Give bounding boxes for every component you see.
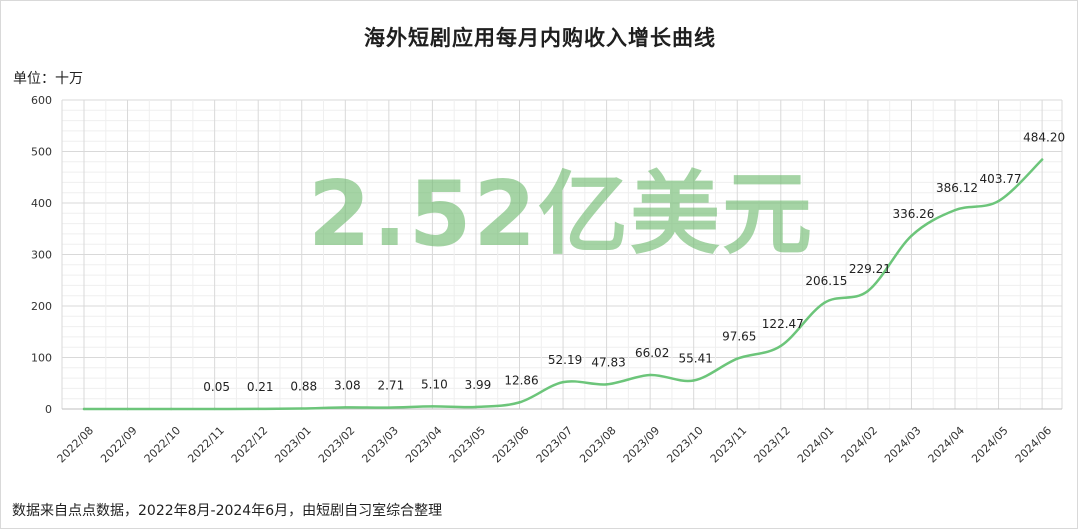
data-point	[344, 406, 347, 409]
data-label: 47.83	[591, 355, 625, 369]
x-tick-label: 2023/03	[359, 424, 401, 466]
data-point	[648, 373, 652, 377]
x-tick-label: 2024/06	[1013, 424, 1055, 466]
data-point	[387, 406, 391, 409]
data-point	[126, 407, 129, 411]
data-point	[605, 383, 608, 386]
y-tick-label: 500	[31, 146, 52, 159]
y-tick-label: 0	[45, 403, 52, 416]
x-tick-label: 2024/02	[839, 424, 881, 466]
x-tick-label: 2023/07	[534, 424, 576, 466]
data-point	[953, 208, 957, 212]
x-tick-label: 2024/04	[926, 424, 968, 466]
x-tick-label: 2023/11	[708, 424, 750, 466]
x-tick-label: 2022/11	[185, 424, 227, 466]
x-tick-label: 2024/03	[882, 424, 924, 466]
x-tick-label: 2023/06	[490, 424, 532, 466]
data-label: 0.21	[247, 380, 274, 394]
data-label: 336.26	[892, 207, 934, 221]
x-tick-label: 2022/10	[142, 424, 184, 466]
data-label: 484.20	[1023, 131, 1065, 145]
data-point	[997, 199, 1000, 203]
data-point	[866, 289, 870, 293]
x-tick-label: 2023/09	[621, 424, 663, 466]
x-tick-label: 2022/12	[229, 424, 271, 466]
x-tick-label: 2023/01	[272, 424, 314, 466]
data-point	[692, 379, 695, 382]
x-tick-label: 2022/09	[98, 424, 140, 466]
data-label: 403.77	[980, 172, 1022, 186]
data-point	[779, 344, 782, 348]
y-tick-label: 600	[31, 94, 52, 107]
data-point	[169, 407, 173, 411]
x-tick-label: 2023/10	[664, 424, 706, 466]
data-point	[736, 357, 739, 360]
data-label: 3.99	[465, 378, 492, 392]
data-point	[257, 407, 260, 411]
data-label: 66.02	[635, 346, 669, 360]
data-label: 5.10	[421, 377, 448, 391]
x-tick-label: 2024/01	[795, 424, 837, 466]
data-label: 12.86	[504, 373, 538, 387]
data-point	[474, 405, 478, 409]
x-tick-label: 2023/04	[403, 424, 445, 466]
data-point	[431, 405, 434, 408]
watermark-total: 2.52亿美元	[308, 162, 815, 267]
data-label: 52.19	[548, 353, 582, 367]
y-tick-label: 200	[31, 300, 52, 313]
x-tick-label: 2024/05	[969, 424, 1011, 466]
x-tick-label: 2023/05	[447, 424, 489, 466]
data-label: 2.71	[377, 379, 404, 393]
data-point	[561, 380, 565, 384]
x-tick-label: 2023/12	[751, 424, 793, 466]
data-point	[213, 407, 216, 411]
data-label: 3.08	[334, 378, 361, 392]
data-label: 55.41	[679, 351, 713, 365]
y-tick-label: 100	[31, 352, 52, 365]
y-unit-label: 单位：十万	[13, 71, 83, 87]
data-label: 97.65	[722, 330, 756, 344]
data-point	[1040, 158, 1044, 161]
data-point	[300, 407, 303, 410]
data-label: 122.47	[762, 317, 804, 331]
data-point	[823, 301, 826, 305]
data-label: 206.15	[805, 274, 847, 288]
data-point	[518, 401, 521, 404]
data-point	[910, 234, 913, 238]
data-label: 0.88	[290, 380, 317, 394]
x-tick-label: 2023/02	[316, 424, 358, 466]
y-tick-label: 400	[31, 197, 52, 210]
y-tick-label: 300	[31, 249, 52, 262]
source-note: 数据来自点点数据，2022年8月-2024年6月，由短剧自习室综合整理	[12, 503, 443, 519]
data-label: 0.05	[203, 380, 230, 394]
x-tick-label: 2022/08	[55, 424, 97, 466]
data-label: 386.12	[936, 181, 978, 195]
data-point	[82, 407, 86, 411]
chart-title: 海外短剧应用每月内购收入增长曲线	[364, 26, 716, 50]
data-label: 229.21	[849, 262, 891, 276]
x-tick-label: 2023/08	[577, 424, 619, 466]
